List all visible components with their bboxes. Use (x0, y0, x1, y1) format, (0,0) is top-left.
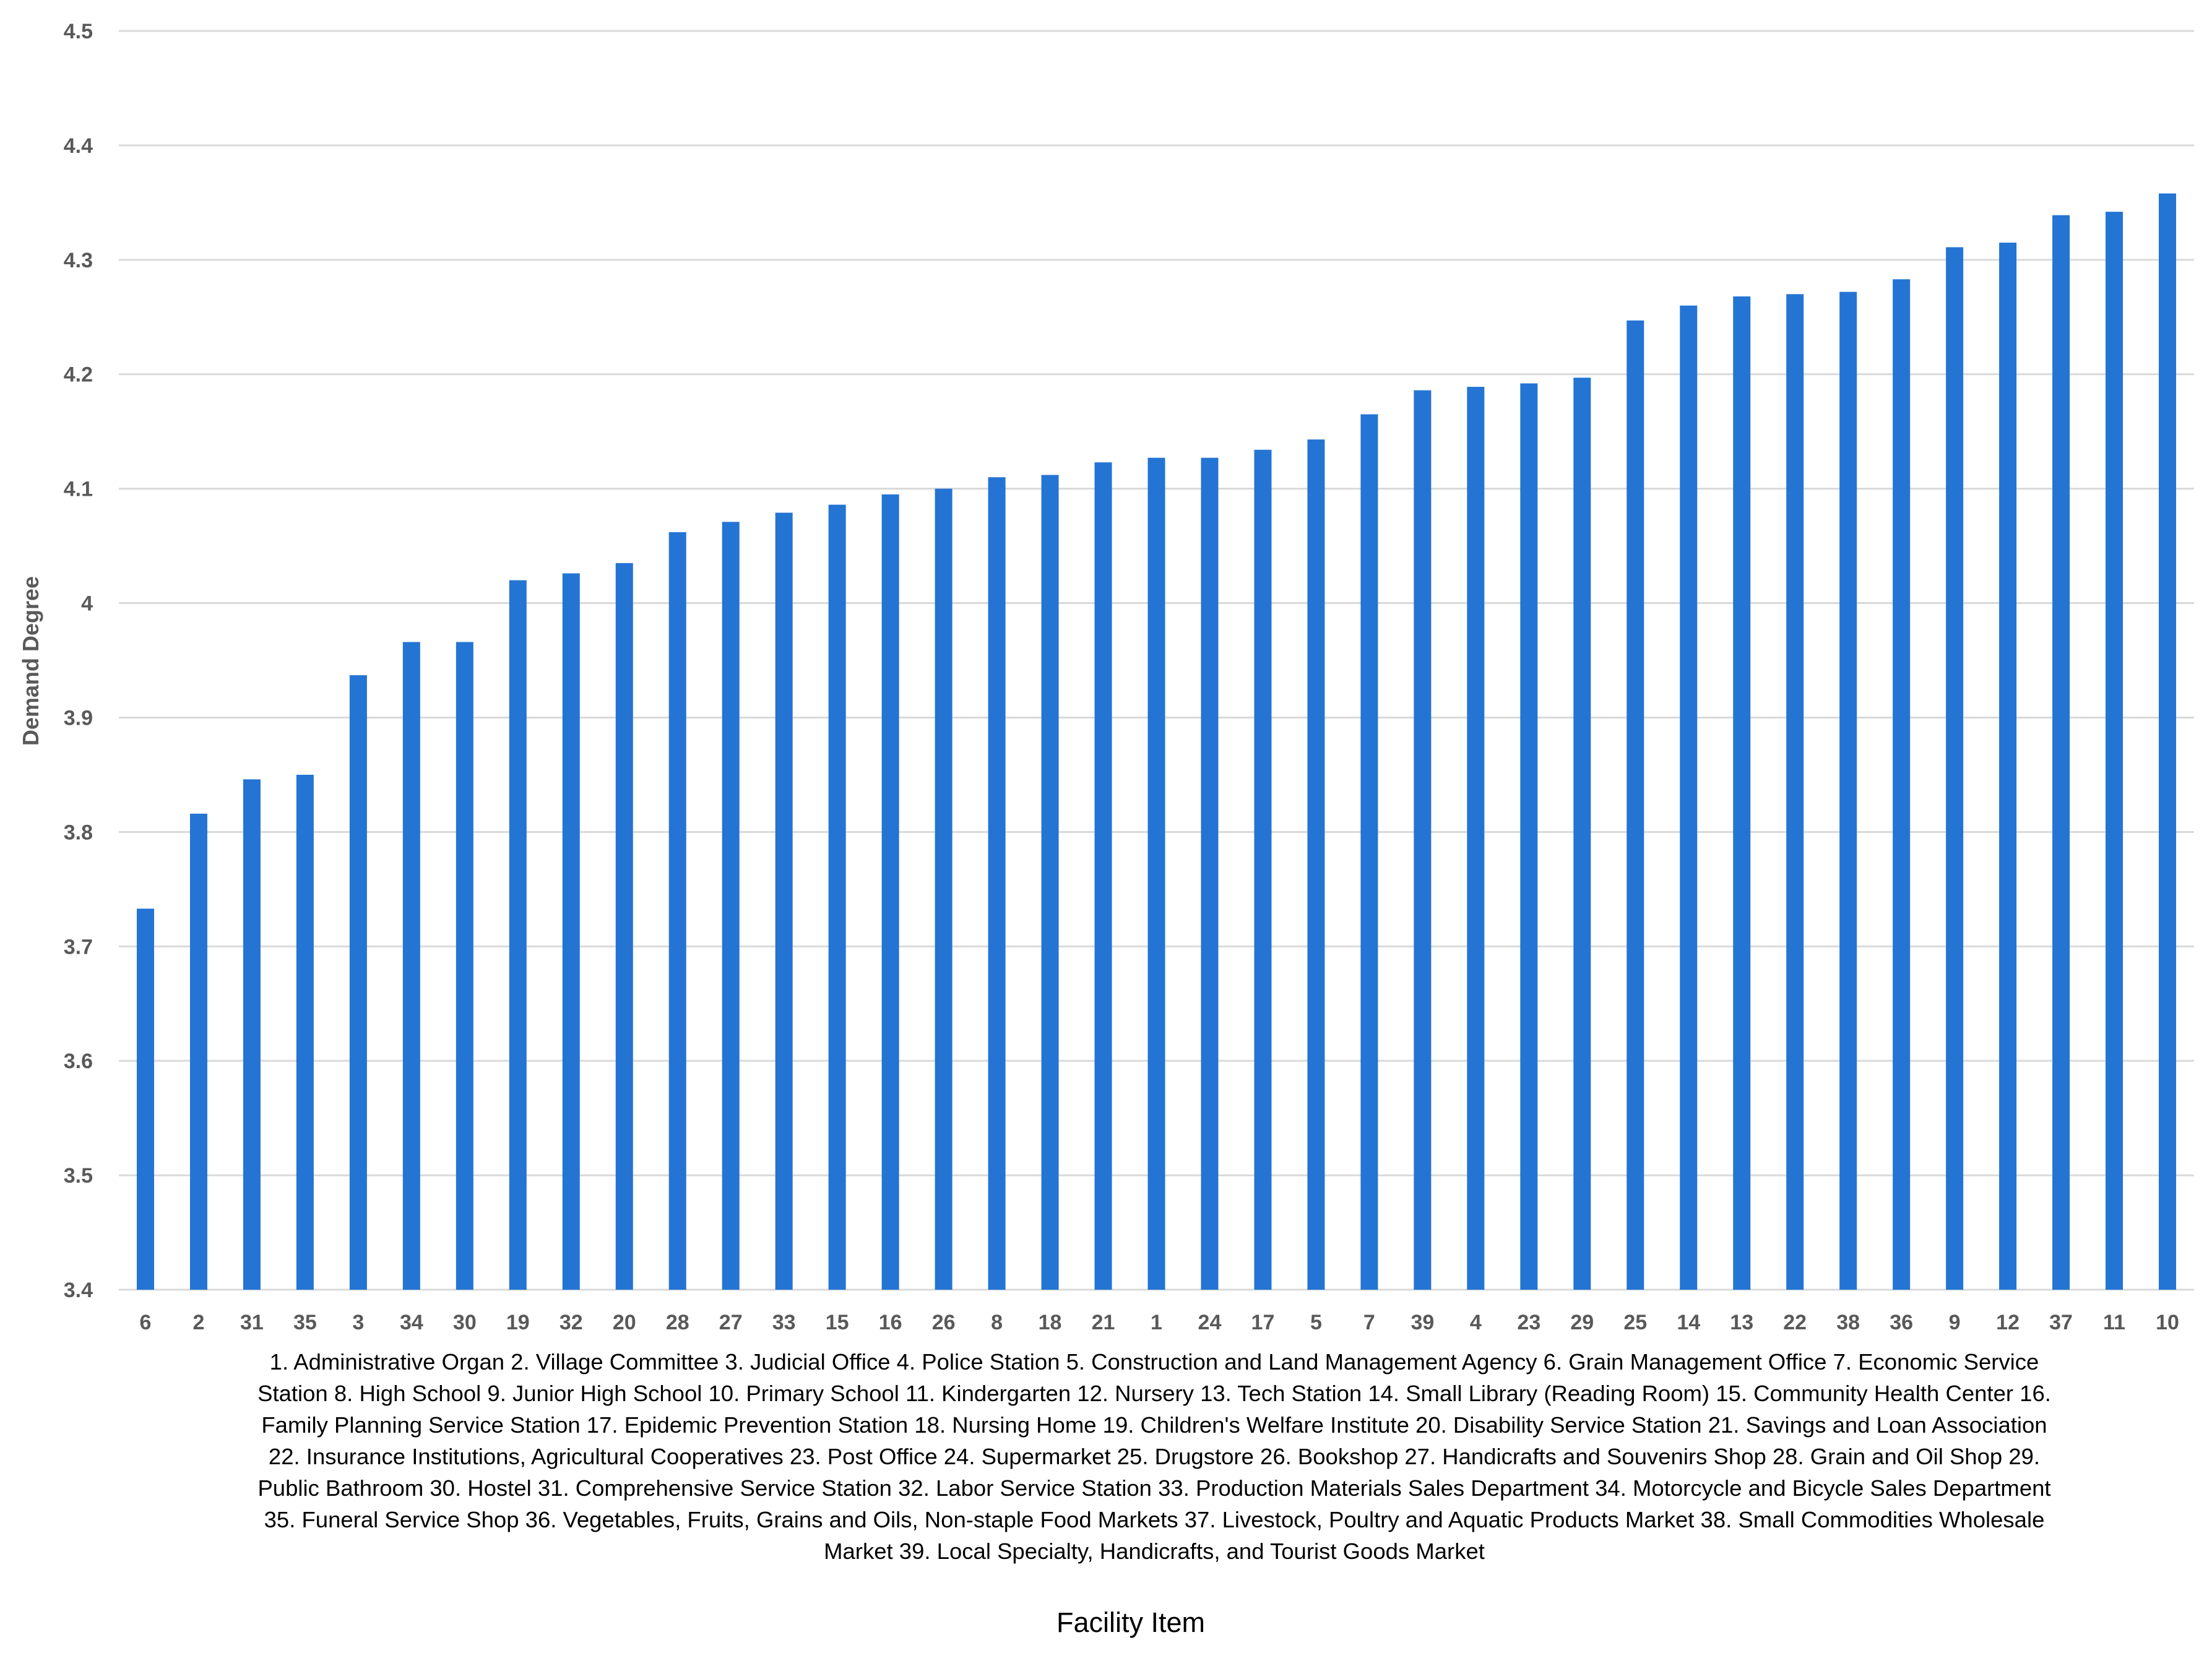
x-tick-label: 4 (1470, 1311, 1482, 1334)
x-tick-label: 3 (352, 1311, 364, 1334)
x-tick-label: 6 (140, 1311, 152, 1334)
bar-4 (1467, 387, 1485, 1290)
x-tick-label: 25 (1623, 1311, 1647, 1334)
y-tick-label: 3.5 (64, 1164, 93, 1188)
bar-21 (1094, 462, 1112, 1290)
bar-37 (2052, 215, 2070, 1290)
bar-13 (1733, 296, 1751, 1290)
bar-1 (1147, 457, 1165, 1290)
bar-11 (2106, 212, 2123, 1290)
y-axis-label: Demand Degree (18, 576, 43, 746)
bar-23 (1520, 383, 1538, 1290)
bar-8 (988, 477, 1006, 1290)
bar-33 (775, 512, 793, 1290)
bar-39 (1414, 390, 1432, 1290)
y-tick-label: 3.8 (64, 821, 93, 844)
bar-5 (1307, 439, 1325, 1290)
x-tick-label: 34 (400, 1311, 423, 1334)
x-tick-label: 16 (879, 1311, 902, 1334)
bar-12 (1999, 243, 2017, 1290)
y-tick-label: 3.6 (64, 1050, 93, 1073)
bar-36 (1893, 279, 1911, 1290)
x-tick-label: 19 (506, 1311, 530, 1334)
x-tick-label: 1 (1151, 1311, 1162, 1334)
y-tick-label: 4.2 (64, 363, 93, 387)
bar-2 (189, 813, 207, 1290)
x-tick-label: 13 (1730, 1311, 1753, 1334)
bar-38 (1839, 291, 1857, 1290)
y-tick-label: 4.1 (64, 478, 93, 501)
x-tick-label: 37 (2049, 1311, 2073, 1334)
x-tick-label: 22 (1783, 1311, 1807, 1334)
x-tick-label: 17 (1251, 1311, 1275, 1334)
bar-9 (1946, 247, 1964, 1290)
y-tick-label: 4.3 (64, 249, 93, 272)
bar-3 (349, 675, 367, 1290)
bar-10 (2159, 193, 2177, 1290)
x-tick-label: 28 (666, 1311, 689, 1334)
bar-19 (509, 580, 527, 1290)
bar-35 (296, 774, 314, 1290)
x-tick-label: 2 (193, 1311, 205, 1334)
x-tick-label: 35 (293, 1311, 317, 1334)
x-tick-label: 27 (719, 1311, 743, 1334)
x-tick-label: 30 (453, 1311, 477, 1334)
x-tick-label: 29 (1570, 1311, 1594, 1334)
x-tick-label: 15 (826, 1311, 849, 1334)
x-tick-label: 10 (2156, 1311, 2179, 1334)
bar-17 (1254, 449, 1272, 1290)
x-axis-ticks: 6 2 31 35 3 34 30 19 32 20 28 27 33 15 16 26 8 18 21 1 24 17 5… (140, 1311, 2179, 1334)
x-tick-label: 11 (2103, 1311, 2125, 1334)
x-tick-label: 14 (1677, 1311, 1700, 1334)
x-tick-label: 23 (1517, 1311, 1540, 1334)
x-tick-label: 9 (1949, 1311, 1961, 1334)
x-tick-label: 18 (1039, 1311, 1062, 1334)
bar-25 (1627, 320, 1644, 1290)
x-tick-label: 32 (559, 1311, 583, 1334)
y-tick-label: 4.4 (64, 134, 93, 158)
x-tick-label: 5 (1310, 1311, 1322, 1334)
facility-legend-note: 1. Administrative Organ 2. Village Commi… (257, 1349, 2051, 1564)
bar-30 (456, 642, 473, 1290)
bar-18 (1041, 475, 1059, 1290)
x-tick-label: 12 (1996, 1311, 2020, 1334)
x-tick-label: 26 (932, 1311, 956, 1334)
bar-20 (615, 563, 633, 1290)
y-axis-ticks: 3.4 3.5 3.6 3.7 3.8 3.9 4 4.1 4.2 4.3 4.4 4.5 (64, 20, 93, 1302)
x-tick-label: 20 (613, 1311, 636, 1334)
x-tick-label: 36 (1890, 1311, 1913, 1334)
bar-34 (402, 642, 420, 1290)
x-tick-label: 21 (1092, 1311, 1115, 1334)
x-axis-label: Facility Item (1056, 1607, 1206, 1638)
y-tick-label: 3.4 (64, 1279, 93, 1302)
bar-29 (1573, 378, 1591, 1290)
x-tick-label: 39 (1411, 1311, 1434, 1334)
x-tick-label: 8 (991, 1311, 1003, 1334)
bar-14 (1680, 305, 1698, 1290)
bar-26 (935, 488, 953, 1290)
bars (136, 193, 2177, 1290)
bar-6 (136, 909, 154, 1290)
bar-31 (243, 779, 261, 1290)
y-tick-label: 3.9 (64, 706, 93, 730)
y-tick-label: 4 (81, 592, 93, 616)
bar-16 (881, 494, 899, 1290)
x-tick-label: 7 (1363, 1311, 1375, 1334)
y-tick-label: 4.5 (64, 20, 93, 43)
bar-24 (1201, 457, 1219, 1290)
x-tick-label: 31 (240, 1311, 264, 1334)
bar-22 (1786, 294, 1804, 1290)
x-tick-label: 24 (1198, 1311, 1222, 1334)
bar-27 (722, 522, 740, 1290)
bar-32 (562, 573, 580, 1290)
bar-7 (1360, 414, 1378, 1290)
bar-15 (828, 504, 846, 1290)
x-tick-label: 33 (772, 1311, 796, 1334)
bar-28 (668, 532, 686, 1290)
x-tick-label: 38 (1836, 1311, 1860, 1334)
y-tick-label: 3.7 (64, 935, 93, 959)
